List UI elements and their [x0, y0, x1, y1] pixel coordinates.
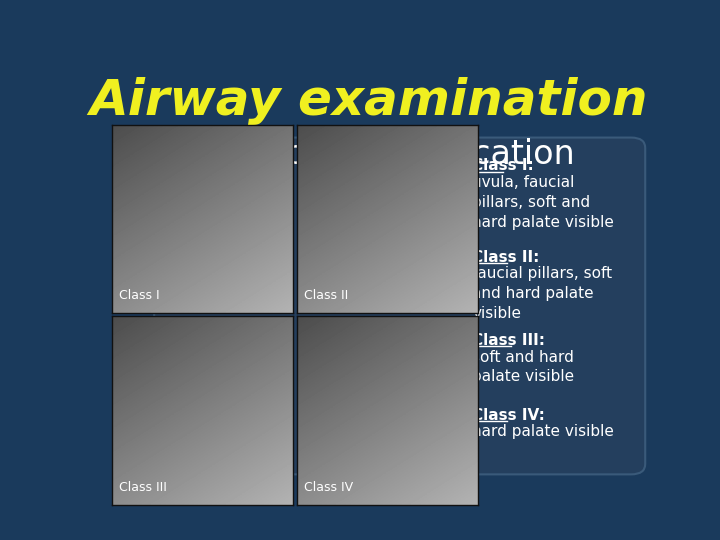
- Text: soft and hard
palate visible: soft and hard palate visible: [472, 349, 575, 384]
- Text: Class IV:: Class IV:: [472, 408, 545, 423]
- Text: Mallampati classification: Mallampati classification: [163, 138, 575, 171]
- Text: Class II: Class II: [305, 289, 348, 302]
- Text: uvula, faucial
pillars, soft and
hard palate visible: uvula, faucial pillars, soft and hard pa…: [472, 175, 614, 230]
- Text: Class III:: Class III:: [472, 333, 545, 348]
- FancyBboxPatch shape: [154, 138, 645, 474]
- Text: hard palate visible: hard palate visible: [472, 424, 614, 440]
- Text: Class IV: Class IV: [305, 481, 354, 494]
- Text: Airway examination: Airway examination: [90, 77, 648, 125]
- Text: Class I:: Class I:: [472, 158, 534, 173]
- Text: Class II:: Class II:: [472, 250, 539, 265]
- Text: Class III: Class III: [119, 481, 167, 494]
- Text: faucial pillars, soft
and hard palate
visible: faucial pillars, soft and hard palate vi…: [472, 266, 612, 321]
- Text: Class I: Class I: [119, 289, 159, 302]
